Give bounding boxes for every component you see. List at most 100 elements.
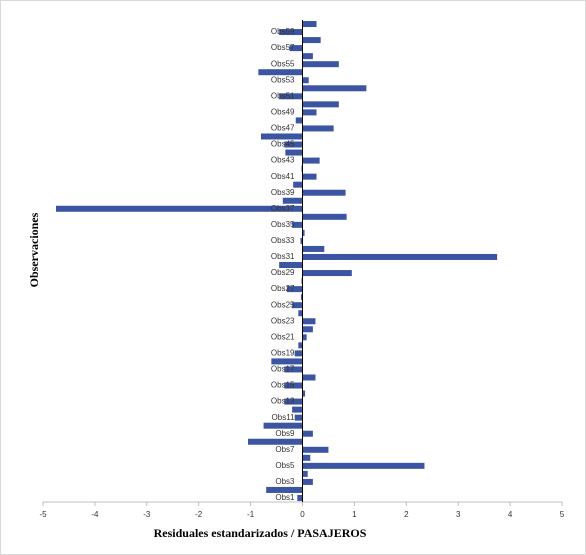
- bar: [302, 253, 498, 260]
- bar: [293, 181, 303, 188]
- y-tick-label: Obs9: [275, 429, 295, 438]
- x-tick-label: -4: [91, 510, 99, 519]
- bar: [279, 93, 303, 100]
- bar: [289, 45, 303, 52]
- y-tick-label: Obs3: [275, 477, 295, 486]
- bar: [302, 430, 313, 437]
- x-tick-label: 4: [508, 510, 513, 519]
- bar: [284, 366, 303, 373]
- y-tick-label: Obs27: [271, 284, 295, 293]
- bar: [302, 213, 347, 220]
- y-tick-label: Obs5: [275, 461, 295, 470]
- bar: [302, 77, 309, 84]
- bar: [302, 229, 305, 236]
- bar: [302, 125, 334, 132]
- y-tick-label: Obs23: [271, 316, 295, 325]
- y-tick-label: Obs7: [275, 445, 295, 454]
- x-tick-label: 3: [456, 510, 461, 519]
- x-tick-label: 2: [404, 510, 409, 519]
- x-tick-label: -5: [39, 510, 47, 519]
- bar: [302, 157, 320, 164]
- y-tick-label: Obs37: [271, 204, 295, 213]
- y-tick-label: Obs17: [271, 365, 295, 374]
- bar: [282, 197, 303, 204]
- bar: [260, 133, 303, 140]
- y-tick-label: Obs11: [272, 413, 296, 422]
- bar: [258, 69, 303, 76]
- bar: [300, 294, 303, 301]
- y-tick-label: Obs51: [271, 91, 295, 100]
- bar: [55, 205, 303, 212]
- y-tick-label: Obs57: [271, 43, 295, 52]
- bar: [302, 245, 325, 252]
- y-tick-label: Obs59: [271, 27, 295, 36]
- bar: [294, 414, 303, 421]
- bar: [279, 29, 303, 36]
- y-tick-label: Obs41: [271, 172, 295, 181]
- x-tick-label: -1: [247, 510, 255, 519]
- bar: [263, 422, 303, 429]
- bar: [284, 398, 303, 405]
- bar: [302, 21, 317, 28]
- bar: [302, 470, 308, 477]
- y-tick-label: Obs19: [271, 348, 295, 357]
- y-tick-label: Obs49: [271, 107, 295, 116]
- y-tick-label: Obs39: [271, 188, 295, 197]
- x-axis-title: Residuales estandarizados / PASAJEROS: [154, 526, 367, 540]
- bar: [302, 85, 367, 92]
- x-tick-label: 0: [300, 510, 305, 519]
- bar: [248, 438, 303, 445]
- bar: [301, 165, 303, 172]
- bar: [302, 334, 307, 341]
- bar: [302, 318, 316, 325]
- bar: [294, 350, 303, 357]
- bar: [302, 109, 317, 116]
- bar: [285, 149, 303, 156]
- bar: [302, 462, 425, 469]
- x-tick-label: 5: [560, 510, 565, 519]
- bar: [302, 61, 339, 68]
- bar: [302, 189, 346, 196]
- bar: [300, 237, 303, 244]
- y-tick-label: Obs45: [271, 140, 295, 149]
- bar: [279, 262, 303, 269]
- y-tick-label: Obs1: [275, 493, 295, 502]
- y-tick-label: Obs31: [271, 252, 295, 261]
- bar: [302, 454, 311, 461]
- y-tick-label: Obs29: [271, 268, 295, 277]
- bar: [302, 37, 321, 44]
- bar: [286, 286, 303, 293]
- bar: [284, 141, 303, 148]
- y-tick-label: Obs43: [271, 156, 295, 165]
- y-axis-title: Observaciones: [27, 212, 41, 287]
- x-tick-label: -2: [195, 510, 203, 519]
- x-tick-label: -3: [143, 510, 151, 519]
- y-tick-label: Obs15: [271, 381, 295, 390]
- bar: [271, 358, 303, 365]
- bar: [297, 494, 303, 501]
- bar: [298, 310, 303, 317]
- bar: [295, 117, 303, 124]
- bar: [302, 326, 313, 333]
- bar: [292, 406, 303, 413]
- y-tick-label: Obs25: [271, 300, 295, 309]
- bar: [292, 302, 303, 309]
- bar: [302, 270, 352, 277]
- bar: [302, 53, 313, 60]
- bar: [302, 173, 317, 180]
- bar: [302, 446, 329, 453]
- bar: [302, 390, 306, 397]
- y-tick-label: Obs13: [271, 397, 295, 406]
- bar: [292, 221, 303, 228]
- y-tick-label: Obs21: [271, 332, 295, 341]
- bar: [266, 486, 303, 493]
- bar: [302, 478, 313, 485]
- y-tick-label: Obs33: [271, 236, 295, 245]
- bar: [284, 382, 303, 389]
- y-tick-label: Obs55: [271, 59, 295, 68]
- y-tick-label: Obs47: [271, 124, 295, 133]
- bar: [302, 374, 316, 381]
- x-tick-label: 1: [352, 510, 357, 519]
